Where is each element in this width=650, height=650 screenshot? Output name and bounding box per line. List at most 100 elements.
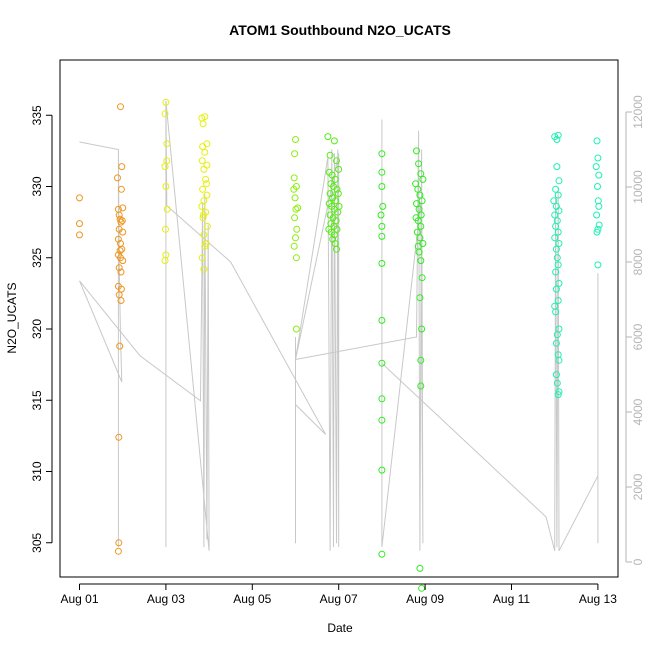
y-tick-label: 315 — [30, 390, 44, 410]
axes-layer: Aug 01 Aug 03 Aug 05 Aug 07 Aug 09 Aug 11 Aug … — [30, 59, 645, 606]
data-point — [592, 163, 600, 171]
data-point — [554, 391, 562, 399]
data-point — [333, 245, 340, 253]
x-tick-label: Aug 13 — [579, 592, 617, 606]
x-tick-label: Aug 05 — [233, 592, 271, 606]
data-point — [326, 151, 334, 159]
data-point — [415, 160, 423, 168]
data-point — [551, 234, 559, 242]
data-point — [378, 466, 386, 474]
data-point — [593, 137, 601, 145]
data-point — [594, 154, 602, 162]
data-point — [414, 242, 422, 250]
data-point — [378, 316, 386, 324]
data-point — [594, 183, 601, 190]
data-point — [203, 180, 210, 188]
x-tick-label: Aug 11 — [493, 592, 530, 606]
data-point — [418, 197, 426, 205]
data-point — [595, 221, 603, 229]
data-point — [378, 150, 386, 158]
data-point — [115, 264, 123, 272]
data-point — [162, 98, 170, 106]
data-point — [552, 339, 560, 347]
data-point — [116, 342, 124, 350]
data-point — [378, 183, 386, 190]
data-point — [334, 190, 342, 198]
data-point — [595, 171, 603, 179]
data-point — [417, 356, 425, 364]
plot-frame — [59, 59, 619, 578]
data-point — [199, 143, 207, 151]
data-point — [554, 228, 562, 236]
data-point — [555, 388, 563, 396]
data-point — [333, 185, 341, 193]
data-point — [202, 175, 210, 183]
data-point — [554, 261, 562, 269]
data-point — [554, 191, 562, 199]
data-point — [378, 395, 386, 403]
data-point — [293, 225, 301, 233]
data-point — [378, 416, 386, 424]
data-point — [76, 231, 83, 239]
data-point — [198, 157, 206, 165]
altitude-track-layer — [79, 100, 599, 552]
data-point — [593, 211, 601, 219]
data-point — [117, 297, 125, 304]
data-point — [378, 359, 386, 367]
data-point — [335, 165, 343, 173]
data-point — [555, 207, 563, 215]
data-point — [418, 584, 426, 592]
data-point — [332, 197, 340, 205]
y2-tick-label: 2000 — [631, 473, 645, 500]
data-point — [118, 163, 126, 171]
data-point — [162, 225, 169, 233]
data-point — [378, 222, 386, 230]
data-point — [115, 211, 123, 219]
data-point — [418, 274, 426, 282]
x-tick-label: Aug 07 — [320, 592, 358, 606]
data-point — [555, 240, 563, 247]
data-point — [203, 191, 211, 199]
y-tick-label: 330 — [30, 176, 44, 196]
data-point — [593, 228, 601, 236]
data-point — [416, 294, 424, 302]
data-point — [550, 197, 558, 205]
y-axis-label: N2O_UCATS — [5, 282, 19, 353]
data-point — [554, 131, 562, 139]
data-point — [118, 245, 126, 253]
data-point — [292, 325, 300, 333]
data-point — [290, 185, 298, 193]
data-point — [552, 285, 560, 293]
data-point — [161, 110, 169, 118]
data-point — [416, 564, 424, 572]
data-point — [594, 197, 602, 205]
data-point — [115, 291, 123, 299]
data-point — [555, 279, 563, 287]
data-point — [552, 185, 560, 193]
data-point — [199, 120, 207, 128]
data-point — [324, 133, 332, 141]
data-point — [333, 157, 340, 165]
data-point — [290, 174, 298, 182]
data-point — [553, 136, 561, 143]
data-point — [292, 205, 300, 213]
data-point — [417, 382, 425, 390]
altitude-track-line — [79, 100, 599, 552]
data-point — [200, 231, 208, 239]
data-point — [551, 211, 559, 219]
data-point — [291, 194, 299, 202]
y2-tick-label: 8000 — [631, 248, 645, 275]
y2-tick-label: 12000 — [631, 95, 645, 129]
data-point — [378, 259, 386, 267]
data-point — [379, 202, 387, 210]
x-axis-label: Date — [327, 621, 353, 635]
data-point — [115, 433, 123, 441]
data-point — [335, 202, 343, 210]
data-point — [417, 211, 425, 219]
data-point — [117, 268, 125, 276]
data-point — [162, 183, 170, 190]
x-tick-label: Aug 03 — [147, 592, 185, 606]
data-point — [202, 240, 210, 247]
data-point — [330, 231, 338, 239]
